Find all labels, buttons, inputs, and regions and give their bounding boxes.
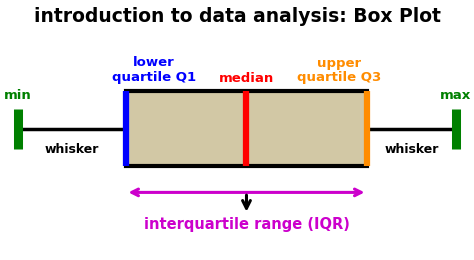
Text: upper
quartile Q3: upper quartile Q3 [297,56,381,84]
Text: max: max [440,89,472,102]
Text: min: min [4,89,32,102]
Text: interquartile range (IQR): interquartile range (IQR) [144,217,349,232]
Text: introduction to data analysis: Box Plot: introduction to data analysis: Box Plot [34,6,440,25]
Text: whisker: whisker [384,143,439,156]
Bar [126,91,367,166]
Text: whisker: whisker [45,143,99,156]
Text: median: median [219,72,274,84]
Text: lower
quartile Q1: lower quartile Q1 [112,56,196,84]
